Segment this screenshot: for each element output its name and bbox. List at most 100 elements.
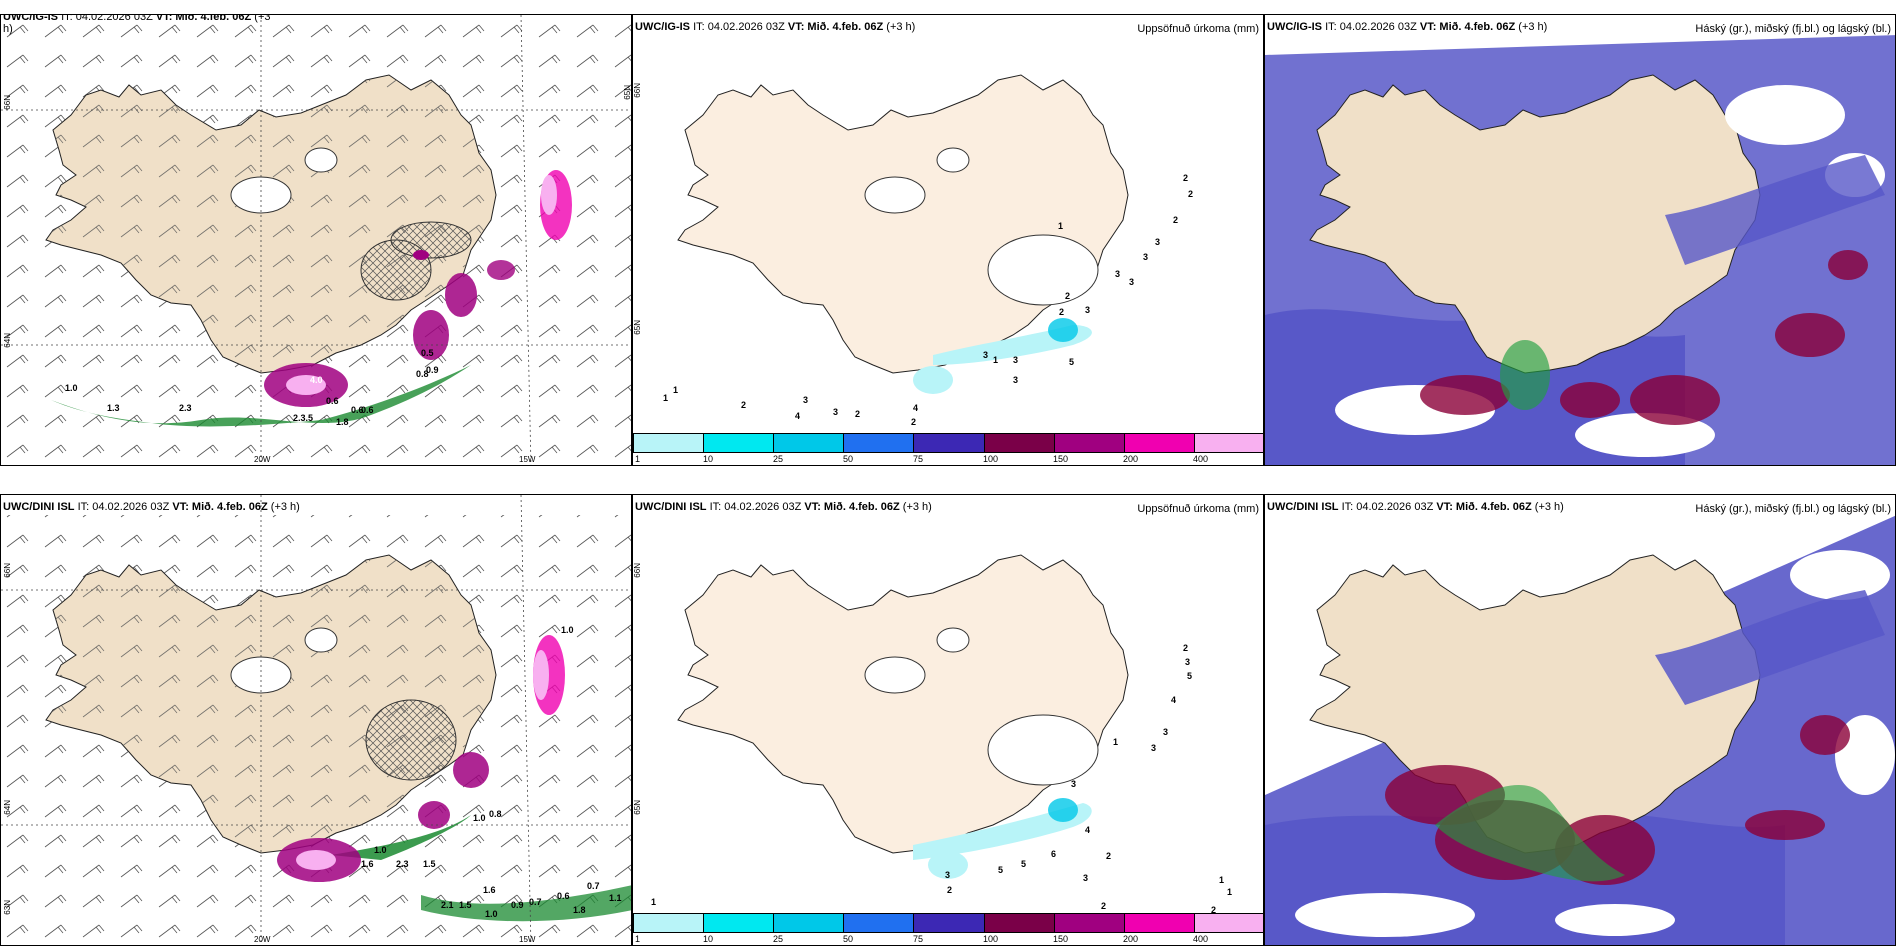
value-label: 3: [1129, 277, 1135, 287]
colorbar-segment: [914, 434, 985, 452]
value-label: 3: [1185, 657, 1191, 667]
value-label: 1.1: [609, 893, 622, 903]
value-label: 4: [1171, 695, 1177, 705]
panel-title: UWC/IG-IS IT: 04.02.2026 03Z VT: Mið. 4.…: [1267, 21, 1547, 33]
value-label: 1: [1113, 737, 1119, 747]
valid-time: VT: Mið. 4.feb. 06Z: [172, 501, 268, 513]
value-label: 1.6: [361, 859, 374, 869]
lat-label: 65N: [623, 85, 632, 100]
colorbar-ticks: 1 10 25 50 75 100 150 200 400: [633, 454, 1263, 465]
colorbar-tick: 1: [635, 934, 641, 944]
panel-title: UWC/DINI ISL IT: 04.02.2026 03Z VT: Mið.…: [635, 501, 932, 513]
value-label: 3: [1013, 355, 1019, 365]
value-label: 1.0: [485, 909, 498, 919]
value-label: 0.6: [351, 405, 364, 415]
value-label: 3: [1155, 237, 1161, 247]
init-time: IT: 04.02.2026 03Z: [77, 501, 170, 513]
colorbar-tick: 25: [773, 454, 784, 464]
value-label: 0.8: [416, 369, 429, 379]
colorbar-tick: 400: [1193, 934, 1209, 944]
colorbar-segment: [634, 914, 705, 932]
value-label: 1: [651, 897, 657, 907]
value-label: 3: [803, 395, 809, 405]
value-label: 2: [741, 400, 747, 410]
colorbar-tick: 100: [983, 934, 999, 944]
lead-time: (+3 h): [1534, 501, 1564, 513]
colorbar-segment: [774, 914, 845, 932]
colorbar-segment: [1054, 914, 1125, 932]
value-label: 0.7: [529, 897, 542, 907]
colorbar-segment: [1194, 434, 1263, 452]
value-label: 2: [1065, 291, 1071, 301]
value-label: 1: [673, 385, 679, 395]
value-label: 2: [1059, 307, 1065, 317]
field-title: Háský (gr.), miðský (fj.bl.) og lágský (…: [1695, 23, 1891, 35]
field-title: Uppsöfnuð úrkoma (mm): [1137, 23, 1259, 35]
value-label: 5: [1187, 671, 1193, 681]
init-time: IT: 04.02.2026 03Z: [1341, 501, 1434, 513]
model-name: UWC/IG-IS: [635, 21, 690, 33]
value-label: 3: [1151, 743, 1157, 753]
valid-time: VT: Mið. 4.feb. 06Z: [1419, 21, 1516, 33]
lead-time: (+3: [254, 14, 271, 23]
value-label: 1: [1219, 875, 1225, 885]
lon-label: 15W: [519, 455, 536, 464]
value-label: 0.7: [587, 881, 600, 891]
colorbar-tick: 150: [1053, 934, 1069, 944]
panel-dini-wind-precip: UWC/DINI ISL IT: 04.02.2026 03Z VT: Mið.…: [0, 494, 632, 946]
value-label: 1: [993, 355, 999, 365]
colorbar-segment: [914, 914, 985, 932]
colorbar-ticks: 1 10 25 50 75 100 150 200 400: [633, 934, 1263, 945]
value-label: 2: [1188, 189, 1194, 199]
panel-ig-is-clouds: UWC/IG-IS IT: 04.02.2026 03Z VT: Mið. 4.…: [1264, 14, 1896, 466]
lat-label: 63N: [3, 900, 12, 915]
value-label: 4.0: [310, 375, 323, 385]
value-label: 0.8: [489, 809, 502, 819]
value-label: 1: [663, 393, 669, 403]
lat-label: 66N: [3, 563, 12, 578]
value-label: 2: [855, 409, 861, 419]
value-label: 1.5: [459, 900, 472, 910]
field-title: Uppsöfnuð úrkoma (mm): [1137, 503, 1259, 515]
value-label: 2: [1183, 643, 1189, 653]
precip-colorbar: [633, 433, 1263, 453]
lon-label: 15W: [519, 935, 536, 944]
colorbar-tick: 150: [1053, 454, 1069, 464]
colorbar-segment: [1054, 434, 1125, 452]
colorbar-segment: [984, 434, 1055, 452]
lat-label: 66N: [3, 95, 12, 110]
value-label: 4: [1085, 825, 1091, 835]
init-time: IT: 04.02.2026 03Z: [709, 501, 802, 513]
value-label: 1.3: [107, 403, 120, 413]
lead-time-suffix: h): [3, 23, 13, 35]
value-label: 1: [1058, 221, 1064, 231]
value-label: 3: [1115, 269, 1121, 279]
lead-time: (+3 h): [270, 501, 300, 513]
value-label: 3: [833, 407, 839, 417]
panel-title: UWC/DINI ISL IT: 04.02.2026 03Z VT: Mið.…: [3, 501, 300, 513]
model-name: UWC/DINI ISL: [1267, 501, 1339, 513]
value-label: 6: [1051, 849, 1057, 859]
value-label: 3: [1071, 779, 1077, 789]
colorbar-tick: 200: [1123, 934, 1139, 944]
panel-ig-is-wind-precip: UWC/IG-IS IT: 04.02.2026 03Z VT: Mið. 4.…: [0, 14, 632, 466]
value-label: 5: [1021, 859, 1027, 869]
cloud-map: [1265, 515, 1895, 945]
value-label: 2.3: [179, 403, 192, 413]
lat-label: 66N: [633, 563, 642, 578]
value-label: 3: [945, 870, 951, 880]
lon-label: 20W: [254, 455, 271, 464]
colorbar-segment: [984, 914, 1055, 932]
value-label: 1.0: [561, 625, 574, 635]
valid-time: VT: Mið. 4.feb. 06Z: [804, 501, 900, 513]
init-time: IT: 04.02.2026 03Z: [61, 14, 153, 23]
value-label: 1.6: [483, 885, 496, 895]
value-label: 0.6: [361, 405, 374, 415]
value-label: 3: [1083, 873, 1089, 883]
value-label: 5: [1069, 357, 1075, 367]
lat-label: 66N: [633, 83, 642, 98]
colorbar-segment: [774, 434, 845, 452]
value-label: 3: [1163, 727, 1169, 737]
value-label: 2: [1211, 905, 1217, 915]
value-label: 1.0: [65, 383, 78, 393]
